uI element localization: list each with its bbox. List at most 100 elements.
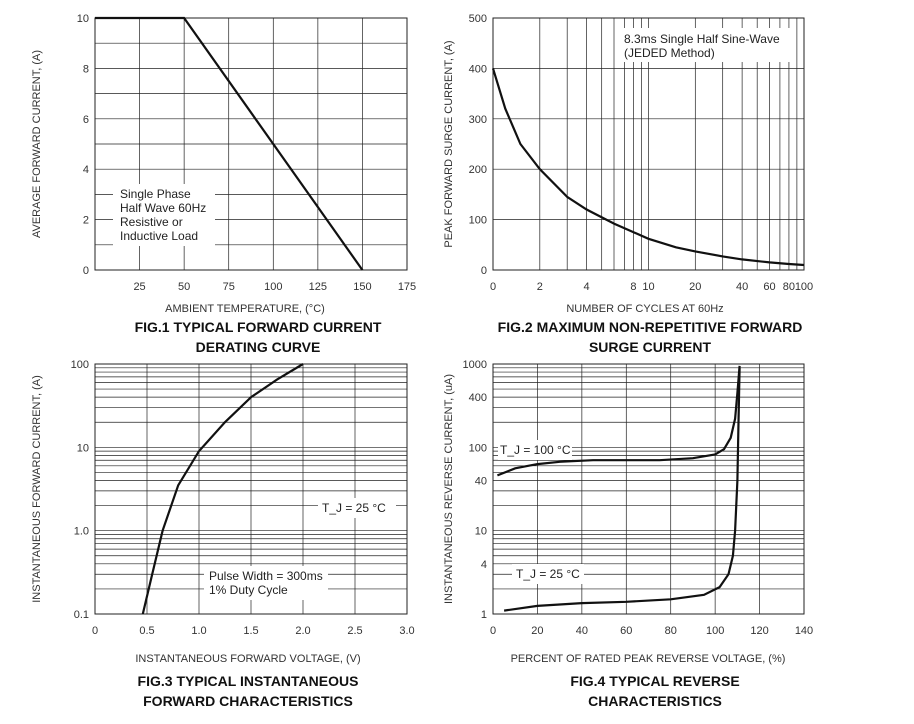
fig4-plot-frame [492,363,805,615]
fig3-series-label-0: T_J = 25 °C [322,501,386,515]
fig4-xtick-label-1: 20 [531,625,543,637]
fig1-xtick-label-4: 125 [309,281,327,293]
fig1-annotation-line-0: Single Phase [120,187,191,201]
fig4-title-line1: FIG.4 TYPICAL REVERSE [570,673,739,689]
fig2-plot-frame [492,17,805,271]
fig3-ytick-label-3: 100 [71,359,89,371]
fig2-ytick-label-5: 500 [469,13,487,25]
fig3-series-curve-0 [141,363,304,615]
fig1-ytick-label-0: 0 [83,265,89,277]
fig3-title-line1: FIG.3 TYPICAL INSTANTANEOUS [138,673,359,689]
fig2-annotation-line-1: (JEDED Method) [624,46,715,60]
fig4-ytick-label-4: 100 [469,442,487,454]
fig4-xtick-label-3: 60 [620,625,632,637]
fig2-xtick-label-0: 0 [490,281,496,293]
fig1-xtick-label-1: 50 [178,281,190,293]
fig2-ytick-label-3: 300 [469,114,487,126]
fig4-title-line2: CHARACTERISTICS [588,693,722,709]
fig2-xtick-label-4: 10 [642,281,654,293]
fig2-xtick-label-7: 60 [763,281,775,293]
fig3-xtick-label-5: 2.5 [347,625,362,637]
fig4-ytick-label-0: 1 [481,609,487,621]
fig3-xtick-label-4: 2.0 [295,625,310,637]
fig3-xtick-label-3: 1.5 [243,625,258,637]
fig4-series-curve-1 [503,367,741,612]
fig1-title-line1: FIG.1 TYPICAL FORWARD CURRENT [135,319,382,335]
fig1-ytick-label-3: 6 [83,114,89,126]
fig4-series-label-0: T_J = 100 °C [500,443,571,457]
fig3-x-axis-label: INSTANTANEOUS FORWARD VOLTAGE, (V) [135,653,360,665]
fig1-xtick-label-0: 25 [133,281,145,293]
fig2-xtick-label-3: 8 [630,281,636,293]
fig3-xtick-label-6: 3.0 [399,625,414,637]
fig4-xtick-label-4: 80 [665,625,677,637]
fig2-xtick-label-1: 2 [537,281,543,293]
fig1-ytick-label-2: 4 [83,164,89,176]
fig3-xtick-label-0: 0 [92,625,98,637]
fig2-ytick-label-4: 400 [469,63,487,75]
fig3-ytick-label-1: 1.0 [74,526,89,538]
fig3-forward-characteristics-chart: 0 0.5 1.0 1.5 2.0 2.5 3.0 0.1 1.0 10 100 INSTANTANE… [31,359,415,709]
fig1-plot-frame [94,17,408,271]
fig1-ytick-label-4: 8 [83,63,89,75]
fig2-xtick-label-2: 4 [584,281,590,293]
fig1-annotation-line-3: Inductive Load [120,229,198,243]
fig4-series-label-background-0 [498,440,572,460]
fig2-ytick-label-0: 0 [481,265,487,277]
fig4-series-label-1: T_J = 25 °C [516,567,580,581]
fig4-y-axis-label: INSTANTANEOUS REVERSE CURRENT, (uA) [443,374,455,604]
fig4-series-label-background-1 [512,564,584,584]
fig1-ytick-label-1: 2 [83,215,89,227]
fig4-x-axis-label: PERCENT OF RATED PEAK REVERSE VOLTAGE, (… [511,653,786,665]
fig2-surge-current-chart: 0 2 4 8 10 20 40 60 80 1000100200300400500NUMBER … [443,13,813,355]
fig2-ytick-label-2: 200 [469,164,487,176]
fig2-x-axis-label: NUMBER OF CYCLES AT 60Hz [566,303,723,315]
fig3-xtick-label-1: 0.5 [139,625,154,637]
fig2-xtick-label-9: 100 [795,281,813,293]
fig4-ytick-label-1: 4 [481,559,487,571]
fig3-ytick-label-0: 0.1 [74,609,89,621]
fig1-xtick-label-5: 150 [353,281,371,293]
fig4-reverse-characteristics-chart: 0 20 40 60 80 100 120 140 1 4 10 40 100 400 1000 PERCEN… [443,359,813,709]
fig3-annotation-background [204,566,328,600]
fig4-xtick-label-6: 120 [750,625,768,637]
fig4-ytick-label-5: 400 [469,392,487,404]
fig4-ytick-label-3: 40 [475,475,487,487]
fig1-y-axis-label: AVERAGE FORWARD CURRENT, (A) [31,50,43,238]
fig2-ytick-label-1: 100 [469,215,487,227]
fig1-derating-curve [95,16,364,271]
fig1-ytick-label-5: 10 [77,13,89,25]
fig1-xtick-label-6: 175 [398,281,416,293]
fig3-plot-frame [94,363,408,615]
fig3-ytick-label-2: 10 [77,442,89,454]
fig4-xtick-label-7: 140 [795,625,813,637]
fig1-annotation-line-1: Half Wave 60Hz [120,201,206,215]
fig2-xtick-label-8: 80 [783,281,795,293]
fig3-y-axis-label: INSTANTANEOUS FORWARD CURRENT, (A) [31,375,43,603]
fig4-xtick-label-2: 40 [576,625,588,637]
fig2-annotation-background [618,28,794,62]
fig1-x-axis-label: AMBIENT TEMPERATURE, (°C) [165,303,325,315]
fig4-xtick-label-0: 0 [490,625,496,637]
fig1-xtick-label-2: 75 [223,281,235,293]
fig2-y-axis-label: PEAK FORWARD SURGE CURRENT, (A) [443,40,455,247]
fig2-annotation-line-0: 8.3ms Single Half Sine-Wave [624,32,780,46]
fig3-xtick-label-2: 1.0 [191,625,206,637]
fig1-annotation-line-2: Resistive or [120,215,183,229]
fig2-title-line1: FIG.2 MAXIMUM NON-REPETITIVE FORWARD [498,319,803,335]
fig1-annotation-background [113,184,215,246]
fig3-annotation-line-1: 1% Duty Cycle [209,583,288,597]
fig4-ytick-label-6: 1000 [463,359,487,371]
fig1-derating-chart: 25 50 75 100 125 150 175 0 2 4 6 8 10 AMBIENT TEMPERA… [31,13,416,355]
fig1-title-line2: DERATING CURVE [196,339,321,355]
fig4-ytick-label-2: 10 [475,526,487,538]
fig2-xtick-label-5: 20 [689,281,701,293]
fig3-series-label-background [318,498,396,518]
fig2-surge-curve [491,68,805,267]
fig3-title-line2: FORWARD CHARACTERISTICS [143,693,353,709]
fig2-xtick-label-6: 40 [736,281,748,293]
fig4-series-curve-0 [496,365,741,477]
fig4-xtick-label-5: 100 [706,625,724,637]
fig1-xtick-label-3: 100 [264,281,282,293]
